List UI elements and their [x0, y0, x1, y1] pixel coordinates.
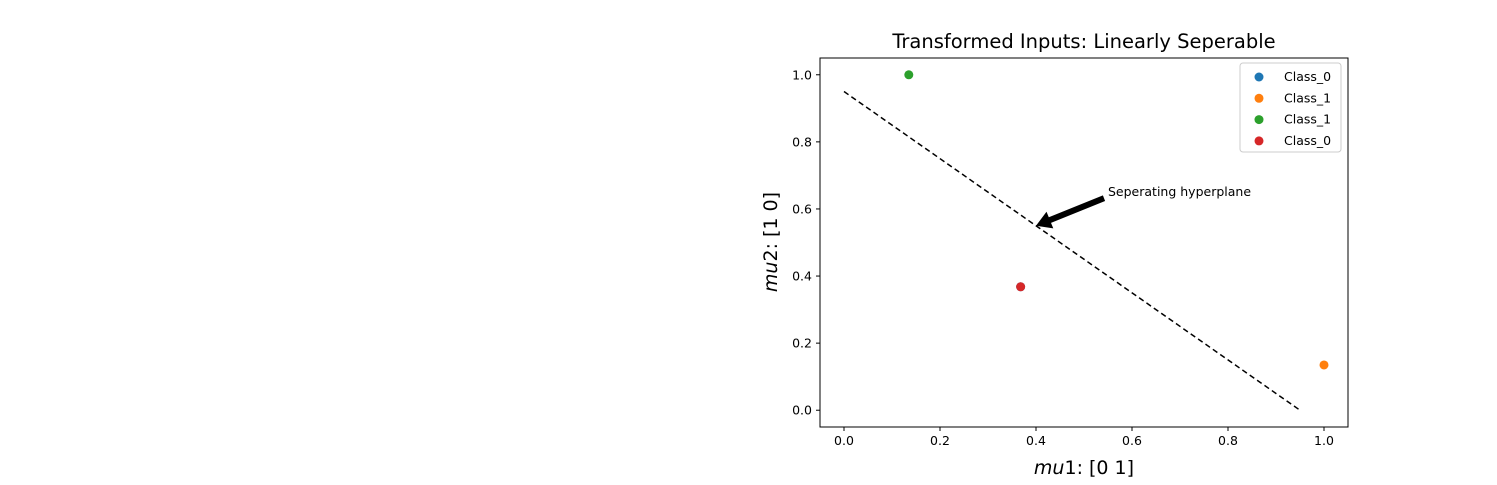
y-tick-label: 0.0: [792, 403, 812, 418]
scatter-point-class-1: [904, 70, 914, 80]
x-tick-label: 0.6: [1122, 433, 1142, 448]
scatter-point-class-0: [1016, 282, 1026, 292]
y-tick-label: 0.4: [792, 269, 812, 284]
legend: Class_0 Class_1 Class_1 Class_0: [1239, 62, 1342, 153]
legend-label: Class_1: [1284, 90, 1331, 105]
x-tick-label: 0.2: [930, 433, 950, 448]
y-axis-label-sub: 2: [760, 249, 782, 261]
y-axis-label-rest: : [1 0]: [760, 192, 782, 249]
legend-label: Class_1: [1284, 112, 1331, 127]
annotation-arrow: [1036, 195, 1106, 229]
scatter-point-class-1: [1319, 360, 1329, 370]
legend-frame: [1239, 62, 1342, 153]
hyperplane-line: [843, 90, 1301, 411]
x-tick-label: 0.4: [1026, 433, 1046, 448]
x-tick-label: 0.8: [1218, 433, 1238, 448]
x-tick-label: 1.0: [1314, 433, 1334, 448]
x-axis-label-rest: : [0 1]: [1077, 457, 1134, 479]
y-tick-label: 0.2: [792, 336, 812, 351]
legend-label: Class_0: [1284, 133, 1331, 148]
y-axis-label: mu2: [1 0]: [760, 192, 782, 292]
x-axis-label: mu1: [0 1]: [1034, 457, 1134, 479]
plot-frame: [819, 57, 1349, 428]
legend-marker: [1254, 72, 1264, 82]
x-axis-label-var: mu: [1034, 457, 1065, 479]
y-tick-label: 1.0: [792, 67, 812, 82]
y-axis-label-var: mu: [760, 262, 782, 293]
chart-title: Transformed Inputs: Linearly Seperable: [891, 30, 1275, 53]
annotation-text: Seperating hyperplane: [1108, 184, 1251, 199]
y-tick-label: 0.6: [792, 201, 812, 216]
y-tick-label: 0.8: [792, 134, 812, 149]
x-axis-label-sub: 1: [1064, 457, 1076, 479]
x-tick-label: 0.0: [834, 433, 854, 448]
legend-marker: [1254, 136, 1264, 146]
legend-marker: [1254, 115, 1264, 125]
legend-label: Class_0: [1284, 69, 1331, 84]
legend-marker: [1254, 93, 1264, 103]
